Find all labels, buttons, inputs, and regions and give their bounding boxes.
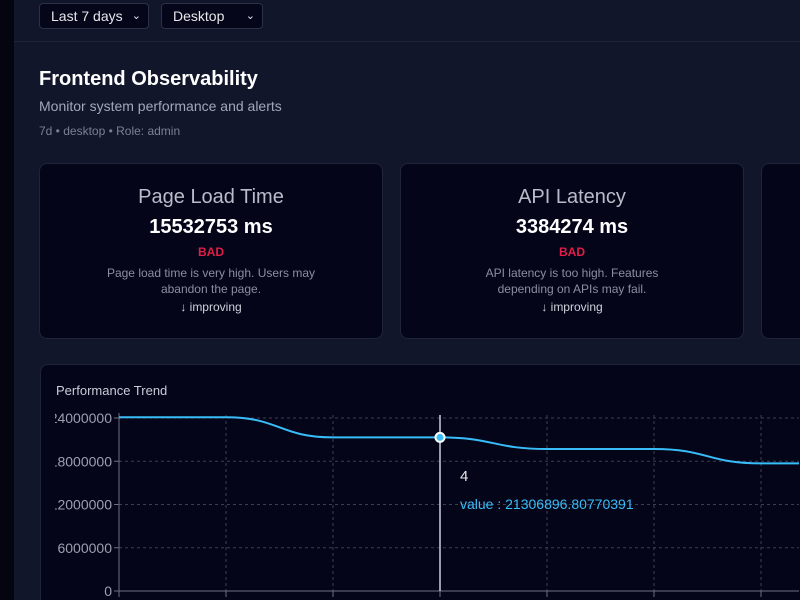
metric-card-page-load: Page Load Time 15532753 ms BAD Page load… bbox=[39, 163, 383, 339]
tooltip-value: value : 21306896.80770391 bbox=[460, 496, 634, 512]
page-meta: 7d • desktop • Role: admin bbox=[39, 124, 181, 138]
metric-value: 15532753 ms bbox=[149, 216, 273, 238]
series-line bbox=[119, 416, 799, 465]
status-badge: BAD bbox=[559, 245, 585, 259]
tooltip-label: 4 bbox=[460, 468, 468, 485]
date-range-select[interactable]: Last 7 days ⌄ bbox=[39, 3, 149, 29]
active-data-point bbox=[434, 431, 446, 443]
performance-trend-card: Performance Trend bbox=[40, 364, 800, 600]
chevron-down-icon: ⌄ bbox=[245, 10, 255, 22]
metric-value: 3384274 ms bbox=[515, 216, 629, 238]
metric-description: API latency is too high. Features depend… bbox=[485, 266, 659, 296]
date-range-value: Last 7 days bbox=[51, 8, 123, 24]
y-tick-label: 24000000 bbox=[50, 410, 113, 426]
device-select[interactable]: Desktop ⌄ bbox=[161, 3, 263, 29]
page-subtitle: Monitor system performance and alerts bbox=[39, 98, 282, 114]
chevron-down-icon: ⌄ bbox=[131, 10, 141, 22]
metric-description: Page load time is very high. Users may a… bbox=[106, 266, 316, 296]
top-bar: Last 7 days ⌄ Desktop ⌄ bbox=[14, 0, 800, 42]
metric-name: Page Load Time bbox=[138, 186, 284, 208]
page-title: Frontend Observability bbox=[39, 68, 258, 90]
metric-trend: ↓ improving bbox=[180, 300, 242, 314]
sidebar bbox=[0, 0, 14, 600]
metric-card-api-latency: API Latency 3384274 ms BAD API latency i… bbox=[400, 163, 744, 339]
metric-card-partial bbox=[761, 163, 800, 339]
status-badge: BAD bbox=[198, 245, 224, 259]
y-tick-label: 6000000 bbox=[57, 540, 112, 556]
device-value: Desktop bbox=[173, 8, 225, 24]
metric-trend: ↓ improving bbox=[541, 300, 603, 314]
y-tick-label: 18000000 bbox=[50, 453, 113, 469]
y-tick-label: 12000000 bbox=[50, 497, 113, 513]
metric-name: API Latency bbox=[518, 186, 626, 208]
y-tick-label: 0 bbox=[104, 583, 112, 599]
chart-title: Performance Trend bbox=[56, 383, 168, 398]
